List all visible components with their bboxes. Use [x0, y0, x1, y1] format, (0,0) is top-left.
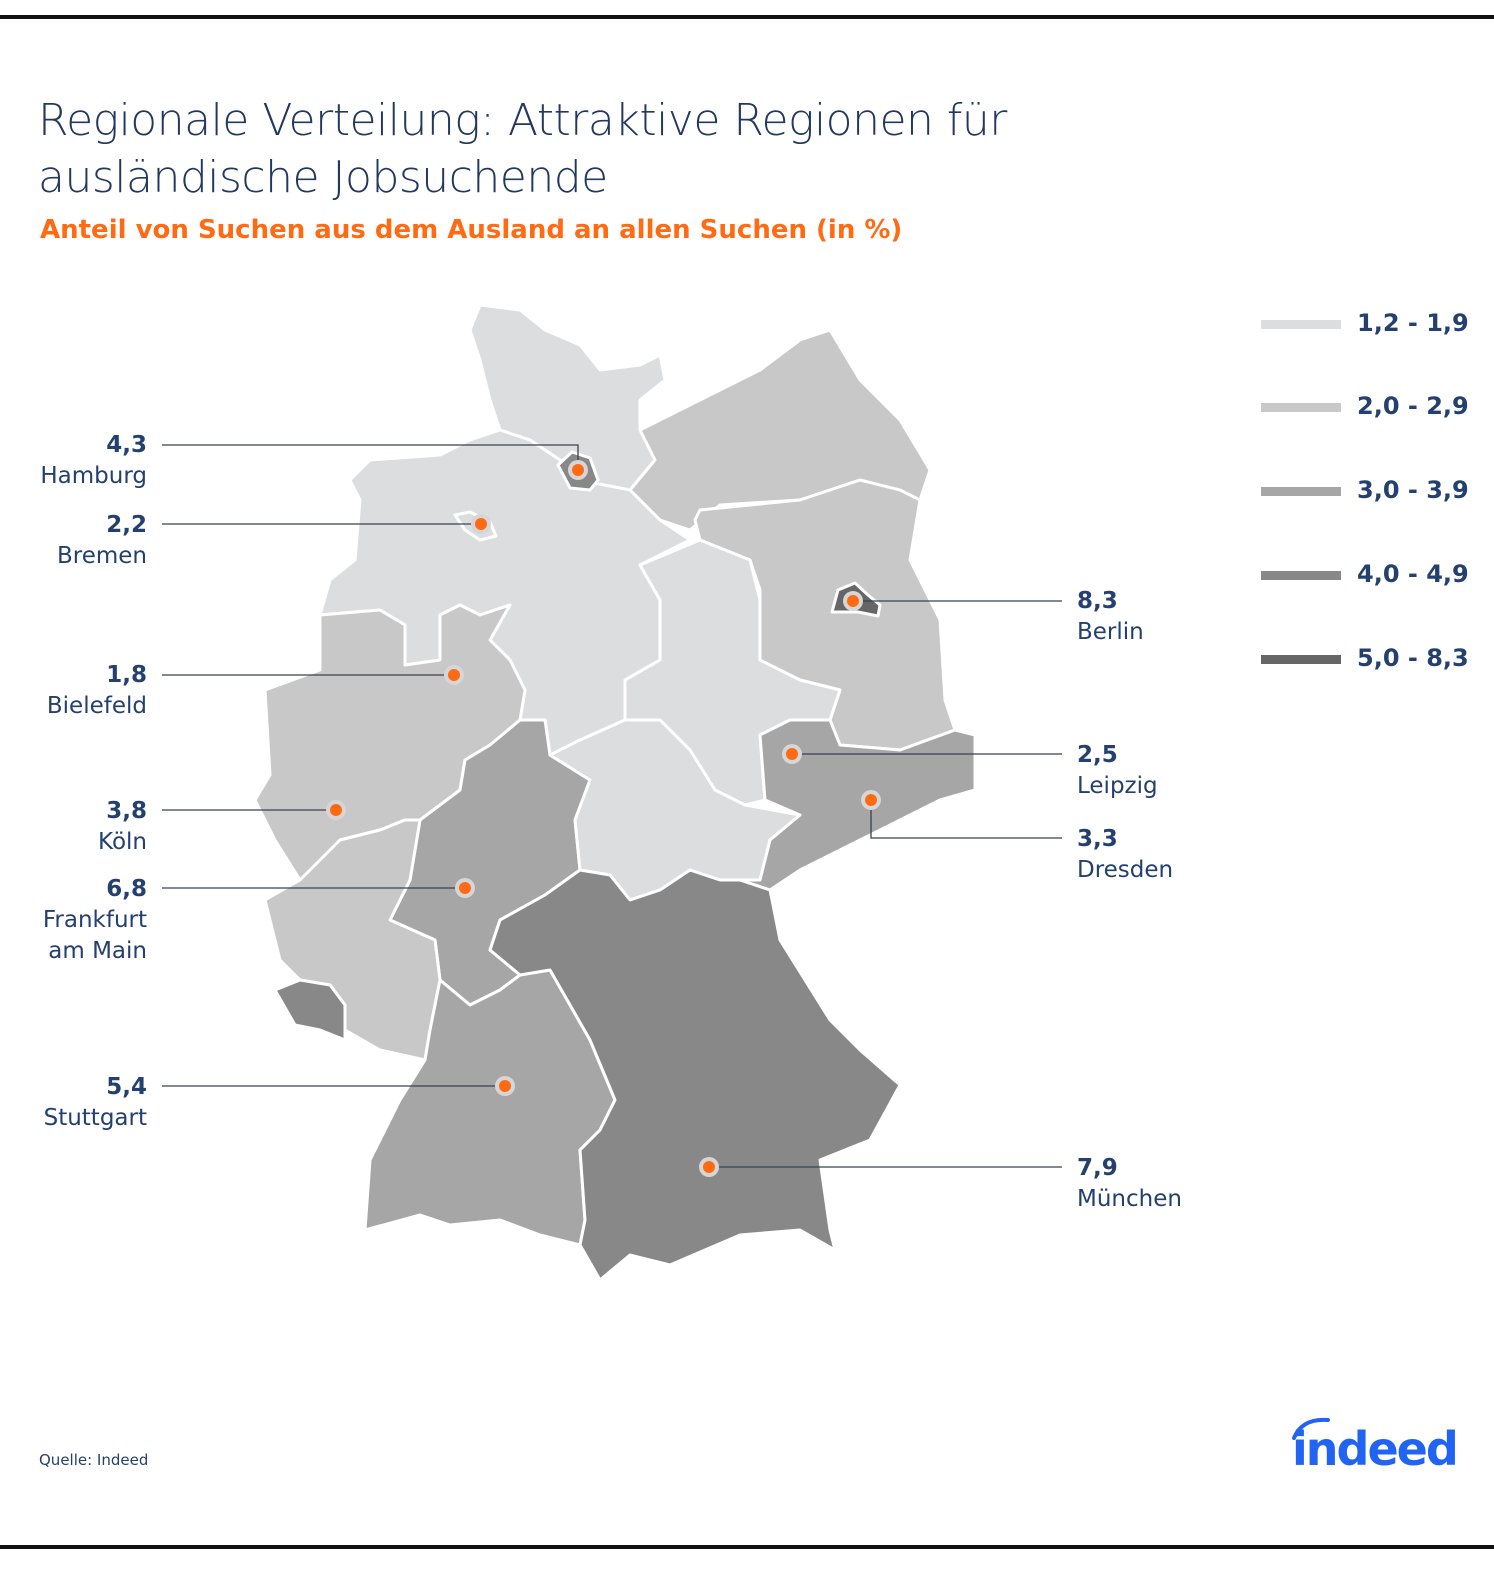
legend-swatch: [1261, 320, 1341, 329]
city-marker: [448, 669, 460, 681]
legend-swatch: [1261, 487, 1341, 496]
legend-label: 4,0 - 4,9: [1357, 560, 1469, 588]
city-value: 3,3: [1077, 826, 1118, 852]
legend-swatch: [1261, 571, 1341, 580]
city-name: Bremen: [56, 543, 147, 569]
city-label: 3,3 Dresden: [1077, 824, 1173, 886]
city-name: Dresden: [1077, 857, 1174, 883]
indeed-logo: indeed: [1292, 1417, 1459, 1472]
city-marker: [847, 595, 859, 607]
city-value: 1,8: [106, 662, 147, 688]
bottom-rule: [0, 1545, 1494, 1549]
legend-swatch: [1261, 403, 1341, 412]
legend-item: 2,0 - 2,9: [1261, 392, 1494, 422]
region-by: [488, 868, 902, 1282]
city-label: 2,2 Bremen: [57, 510, 147, 572]
city-marker: [459, 882, 471, 894]
city-name: Leipzig: [1077, 773, 1158, 799]
city-value: 5,4: [106, 1074, 147, 1100]
city-marker: [499, 1080, 511, 1092]
city-value: 8,3: [1077, 588, 1118, 614]
city-label: 4,3 Hamburg: [40, 430, 147, 492]
city-marker: [330, 804, 342, 816]
city-name: Hamburg: [40, 463, 147, 489]
city-marker: [703, 1161, 715, 1173]
city-name: München: [1077, 1186, 1182, 1212]
city-label: 1,8 Bielefeld: [47, 660, 147, 722]
legend-item: 5,0 - 8,3: [1261, 644, 1494, 674]
city-label: 3,8 Köln: [98, 796, 147, 858]
leader-line: [870, 800, 1062, 839]
city-value: 4,3: [106, 432, 147, 458]
city-value: 6,8: [106, 876, 147, 902]
legend-label: 3,0 - 3,9: [1357, 476, 1469, 504]
city-marker: [786, 748, 798, 760]
city-label: 5,4 Stuttgart: [44, 1072, 147, 1134]
city-value: 2,5: [1077, 742, 1118, 768]
city-marker: [475, 518, 487, 530]
city-marker: [865, 794, 877, 806]
city-label: 6,8 Frankfurt am Main: [17, 874, 147, 967]
legend-item: 1,2 - 1,9: [1261, 309, 1494, 339]
city-label: 2,5 Leipzig: [1077, 740, 1158, 802]
city-name: Bielefeld: [46, 693, 147, 719]
legend-label: 2,0 - 2,9: [1357, 392, 1469, 420]
region-sn: [738, 718, 977, 892]
city-value: 7,9: [1077, 1155, 1118, 1181]
city-label: 7,9 München: [1077, 1153, 1182, 1215]
city-name: Frankfurt am Main: [42, 907, 147, 964]
legend-item: 3,0 - 3,9: [1261, 476, 1494, 506]
top-rule: [0, 15, 1494, 19]
city-label: 8,3 Berlin: [1077, 586, 1144, 648]
legend-item: 4,0 - 4,9: [1261, 560, 1494, 590]
legend-label: 1,2 - 1,9: [1357, 309, 1469, 337]
legend-label: 5,0 - 8,3: [1357, 644, 1469, 672]
region-sl: [273, 978, 347, 1042]
svg-text:indeed: indeed: [1292, 1422, 1457, 1472]
subtitle: Anteil von Suchen aus dem Ausland an all…: [40, 215, 903, 245]
city-name: Berlin: [1077, 619, 1144, 645]
city-name: Köln: [98, 829, 147, 855]
city-name: Stuttgart: [43, 1105, 147, 1131]
legend-swatch: [1261, 655, 1341, 664]
city-value: 3,8: [106, 798, 147, 824]
source-note: Quelle: Indeed: [39, 1451, 149, 1469]
city-marker: [572, 464, 584, 476]
city-value: 2,2: [106, 512, 147, 538]
page-title: Regionale Verteilung: Attraktive Regione…: [38, 95, 1007, 203]
